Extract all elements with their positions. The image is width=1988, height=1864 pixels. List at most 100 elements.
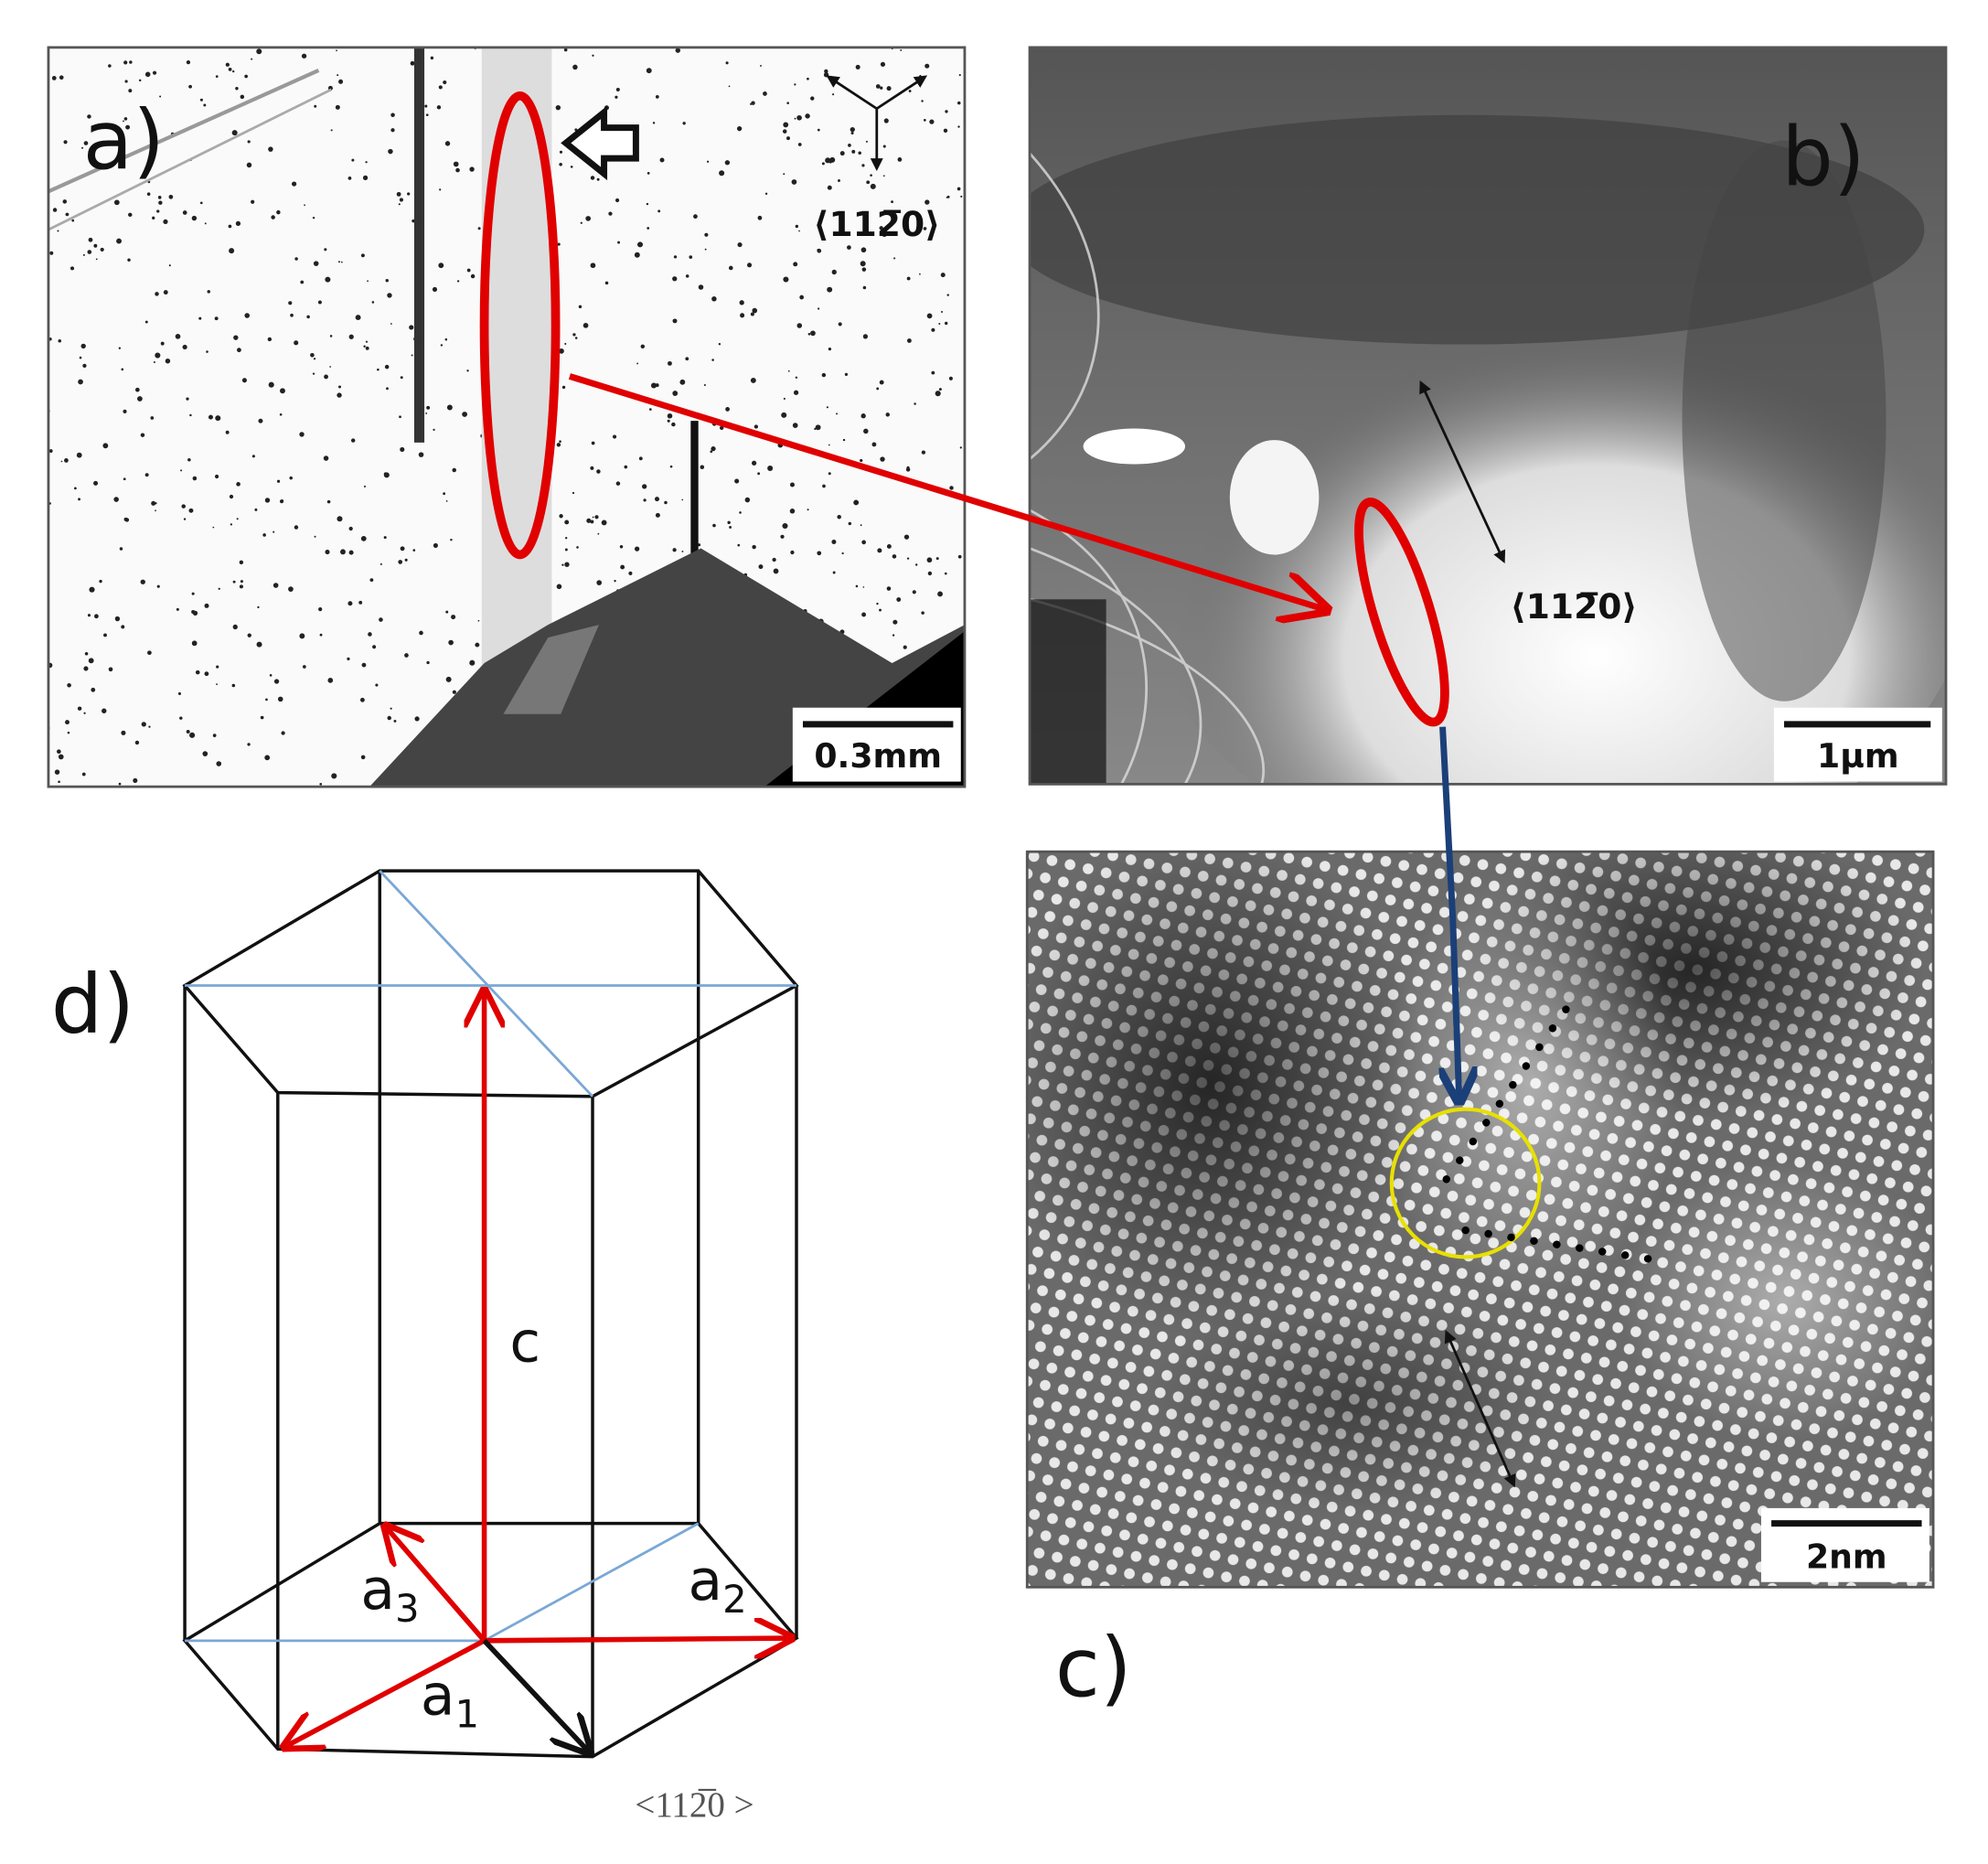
speck — [363, 485, 367, 487]
speck — [634, 252, 640, 258]
speck — [650, 382, 657, 389]
speck — [399, 198, 404, 202]
speck — [863, 428, 869, 434]
speck — [929, 119, 935, 124]
speck — [155, 502, 157, 505]
speck — [615, 481, 621, 486]
speck — [156, 209, 160, 213]
speck — [860, 261, 866, 267]
speck — [921, 450, 926, 455]
speck — [426, 660, 430, 665]
speck — [425, 412, 428, 414]
speck — [604, 281, 609, 285]
speck — [591, 441, 595, 445]
speck — [455, 167, 460, 173]
speck — [925, 63, 930, 69]
speck — [860, 413, 866, 419]
speck — [294, 340, 299, 346]
speck — [698, 284, 704, 290]
scale-label: 1µm — [1817, 736, 1899, 776]
speck — [175, 334, 181, 339]
speck — [590, 520, 594, 524]
speck — [81, 772, 86, 777]
speck — [563, 48, 568, 52]
speck — [60, 460, 63, 463]
speck — [390, 112, 395, 117]
speck — [262, 533, 266, 537]
speck — [186, 729, 190, 734]
speck — [324, 374, 328, 380]
speck — [383, 536, 387, 540]
speck — [855, 584, 859, 588]
speck — [923, 118, 926, 122]
speck — [453, 161, 459, 167]
speck — [556, 584, 562, 590]
speck — [189, 732, 196, 738]
speck — [313, 358, 316, 360]
panel-b-label: b) — [1781, 110, 1865, 205]
speck — [572, 491, 575, 495]
speck — [724, 160, 731, 166]
speck — [396, 191, 401, 197]
speck — [583, 322, 589, 328]
speck — [348, 334, 354, 339]
speck — [65, 720, 69, 725]
speck — [821, 372, 827, 378]
speck — [325, 276, 331, 283]
speck — [847, 245, 851, 250]
speck — [108, 64, 112, 68]
speck — [682, 122, 686, 125]
speck — [114, 616, 121, 622]
speck — [926, 557, 933, 563]
speck — [414, 716, 420, 722]
speck — [393, 719, 397, 723]
speck — [155, 292, 159, 296]
speck — [466, 370, 469, 372]
speck — [597, 532, 600, 535]
speck — [462, 412, 467, 417]
speck — [596, 177, 600, 181]
speck — [148, 725, 151, 728]
speck — [659, 157, 665, 163]
link-arrow — [1443, 726, 1459, 1099]
speck — [828, 444, 830, 446]
speck — [919, 74, 922, 78]
speck — [559, 514, 563, 519]
speck — [757, 215, 763, 220]
speck — [273, 583, 279, 588]
speck — [144, 71, 151, 78]
speck — [168, 264, 171, 267]
speck — [49, 251, 54, 255]
speck — [876, 387, 880, 391]
speck — [163, 290, 168, 295]
speck — [619, 545, 624, 549]
speck — [121, 368, 124, 371]
vector-name: a — [421, 1664, 455, 1729]
speck — [288, 586, 294, 592]
panel-c-label: c) — [1055, 1621, 1132, 1716]
speck — [561, 385, 566, 390]
speck — [879, 226, 883, 230]
speck — [102, 443, 109, 449]
speck — [181, 504, 186, 509]
speck — [700, 465, 705, 470]
speck — [54, 769, 60, 775]
speck — [348, 550, 354, 555]
speck — [638, 456, 643, 461]
speck — [620, 564, 625, 570]
speck — [826, 406, 828, 409]
speck — [760, 65, 762, 67]
speck — [324, 248, 327, 252]
speck — [239, 560, 244, 565]
speck — [837, 514, 841, 520]
speck — [831, 539, 837, 544]
speck — [875, 84, 881, 89]
speck — [624, 465, 628, 469]
speck — [590, 176, 595, 180]
speck — [312, 216, 315, 220]
speck — [725, 61, 729, 65]
speck — [938, 323, 941, 326]
speck — [208, 414, 213, 420]
speck — [851, 149, 856, 154]
speck — [444, 337, 448, 341]
